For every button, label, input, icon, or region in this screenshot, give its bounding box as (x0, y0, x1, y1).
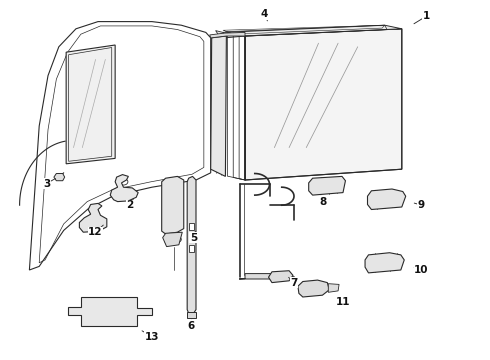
Polygon shape (189, 245, 194, 252)
Text: 2: 2 (126, 200, 133, 210)
Polygon shape (328, 284, 339, 292)
Text: 12: 12 (88, 227, 103, 237)
Polygon shape (365, 253, 404, 273)
Circle shape (100, 305, 118, 318)
Text: 13: 13 (145, 332, 159, 342)
Polygon shape (223, 25, 402, 38)
Polygon shape (163, 232, 182, 247)
Text: 8: 8 (320, 197, 327, 207)
Polygon shape (79, 203, 107, 232)
Polygon shape (187, 176, 196, 313)
Polygon shape (54, 174, 65, 181)
Polygon shape (309, 176, 345, 195)
Polygon shape (245, 29, 402, 180)
Polygon shape (189, 223, 194, 230)
Text: 10: 10 (414, 265, 429, 275)
Polygon shape (211, 36, 226, 176)
Polygon shape (216, 31, 225, 38)
Polygon shape (162, 176, 184, 234)
Polygon shape (368, 189, 406, 210)
Text: 11: 11 (336, 297, 350, 307)
Polygon shape (298, 280, 329, 297)
Polygon shape (68, 297, 152, 326)
Text: 6: 6 (188, 321, 195, 331)
Text: 1: 1 (423, 11, 430, 21)
Polygon shape (210, 32, 245, 38)
Polygon shape (239, 274, 273, 279)
Polygon shape (66, 45, 115, 164)
Polygon shape (187, 312, 196, 318)
Text: 9: 9 (418, 200, 425, 210)
Text: 7: 7 (290, 278, 298, 288)
Text: 3: 3 (43, 179, 50, 189)
Text: 4: 4 (261, 9, 269, 19)
Polygon shape (269, 271, 293, 283)
Text: 5: 5 (190, 233, 197, 243)
Polygon shape (110, 175, 138, 202)
